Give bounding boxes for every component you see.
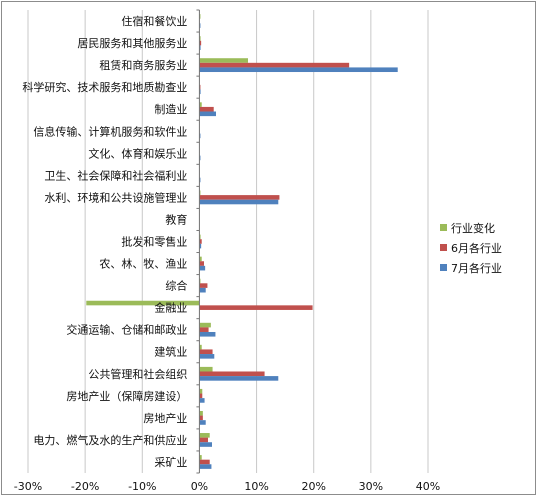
legend-label: 行业变化 (451, 221, 495, 235)
legend-swatch (440, 224, 447, 231)
category-label: 批发和零售业 (121, 235, 187, 249)
bar-3 (199, 331, 216, 337)
x-tick-label: -10% (128, 480, 156, 493)
category-label: 采矿业 (154, 456, 187, 469)
bar-1 (199, 366, 213, 372)
category-label: 文化、体育和娱乐业 (88, 146, 187, 160)
bar-1 (199, 388, 203, 394)
bar-2 (199, 393, 203, 399)
category-label: 卫生、社会保障和社会福利业 (44, 168, 187, 182)
bar-2 (199, 261, 204, 266)
bar-2 (199, 327, 209, 332)
bar-3 (199, 45, 201, 50)
category-label: 教育 (165, 212, 187, 226)
x-tick-label: 40% (416, 480, 440, 493)
bar-3 (199, 464, 212, 469)
tick-labels: -30% -20% -10% 0% 10% 20% 30% 40% (14, 480, 440, 493)
bar-1 (199, 455, 202, 460)
category-label: 住宿和餐饮业 (121, 14, 187, 28)
bar-1 (199, 344, 202, 350)
category-label: 制造业 (154, 102, 187, 116)
category-label: 居民服务和其他服务业 (77, 37, 187, 50)
x-tick-label: 20% (301, 480, 325, 493)
bar-2 (199, 459, 210, 465)
x-tick-label: 10% (244, 480, 268, 493)
category-label: 租赁和商务服务业 (99, 58, 187, 72)
bar-3 (199, 398, 205, 403)
bar-3 (199, 111, 216, 117)
bar-2 (199, 40, 202, 46)
bar-2 (199, 305, 313, 310)
value-axis (196, 9, 200, 474)
bar-3 (199, 376, 279, 381)
gridlines (27, 10, 429, 473)
bar-3 (199, 243, 202, 249)
category-label: 电力、燃气及水的生产和供应业 (33, 433, 187, 447)
bar-3 (199, 420, 206, 425)
bar-3 (199, 265, 206, 271)
bar-3 (199, 442, 212, 447)
legend-swatch (440, 244, 447, 251)
bar-2 (199, 349, 213, 355)
bar-1 (199, 256, 202, 262)
category-label: 房地产业（保障房建设） (66, 389, 187, 403)
category-label: 房地产业 (143, 411, 187, 425)
bar-3 (199, 89, 201, 95)
category-label: 科学研究、技术服务和地质勘查业 (22, 80, 187, 94)
bar-2 (199, 62, 350, 68)
bar-3 (199, 354, 215, 359)
category-label: 农、林、牧、渔业 (99, 257, 187, 271)
category-label: 信息传输、计算机服务和软件业 (33, 124, 187, 138)
category-label: 水利、环境和公共设施管理业 (44, 190, 187, 204)
category-labels: 住宿和餐饮业居民服务和其他服务业租赁和商务服务业科学研究、技术服务和地质勘查业制… (22, 14, 187, 469)
bar-2 (199, 283, 208, 288)
bar-2 (199, 239, 202, 244)
x-tick-label: -20% (71, 480, 99, 493)
legend-label: 7月各行业 (451, 261, 502, 275)
bar-1 (199, 234, 201, 240)
bar-2 (199, 415, 203, 421)
legend-label: 6月各行业 (451, 241, 502, 255)
category-label: 综合 (165, 279, 187, 293)
bar-2 (199, 195, 280, 200)
x-tick-label: 0% (191, 480, 208, 493)
bar-1 (199, 322, 211, 328)
bar-3 (199, 287, 206, 293)
bar-2 (199, 106, 214, 112)
bar-1 (199, 410, 203, 416)
bar-1 (199, 433, 210, 438)
category-label: 公共管理和社会组织 (88, 367, 187, 381)
bar-2 (199, 371, 265, 377)
bar-3 (199, 67, 398, 73)
category-label: 交通运输、仓储和邮政业 (66, 323, 187, 337)
category-label: 金融业 (154, 301, 187, 315)
x-tick-label: -30% (14, 480, 42, 493)
bar-3 (199, 199, 279, 205)
bar-1 (199, 102, 202, 107)
x-tick-label: 30% (359, 480, 383, 493)
bar-1 (199, 36, 201, 41)
legend-swatch (440, 264, 447, 271)
bar-1 (199, 58, 248, 63)
legend: 行业变化 6月各行业 7月各行业 (440, 221, 502, 275)
bar-1 (86, 300, 200, 306)
category-label: 建筑业 (154, 345, 187, 359)
bar-2 (199, 437, 208, 443)
